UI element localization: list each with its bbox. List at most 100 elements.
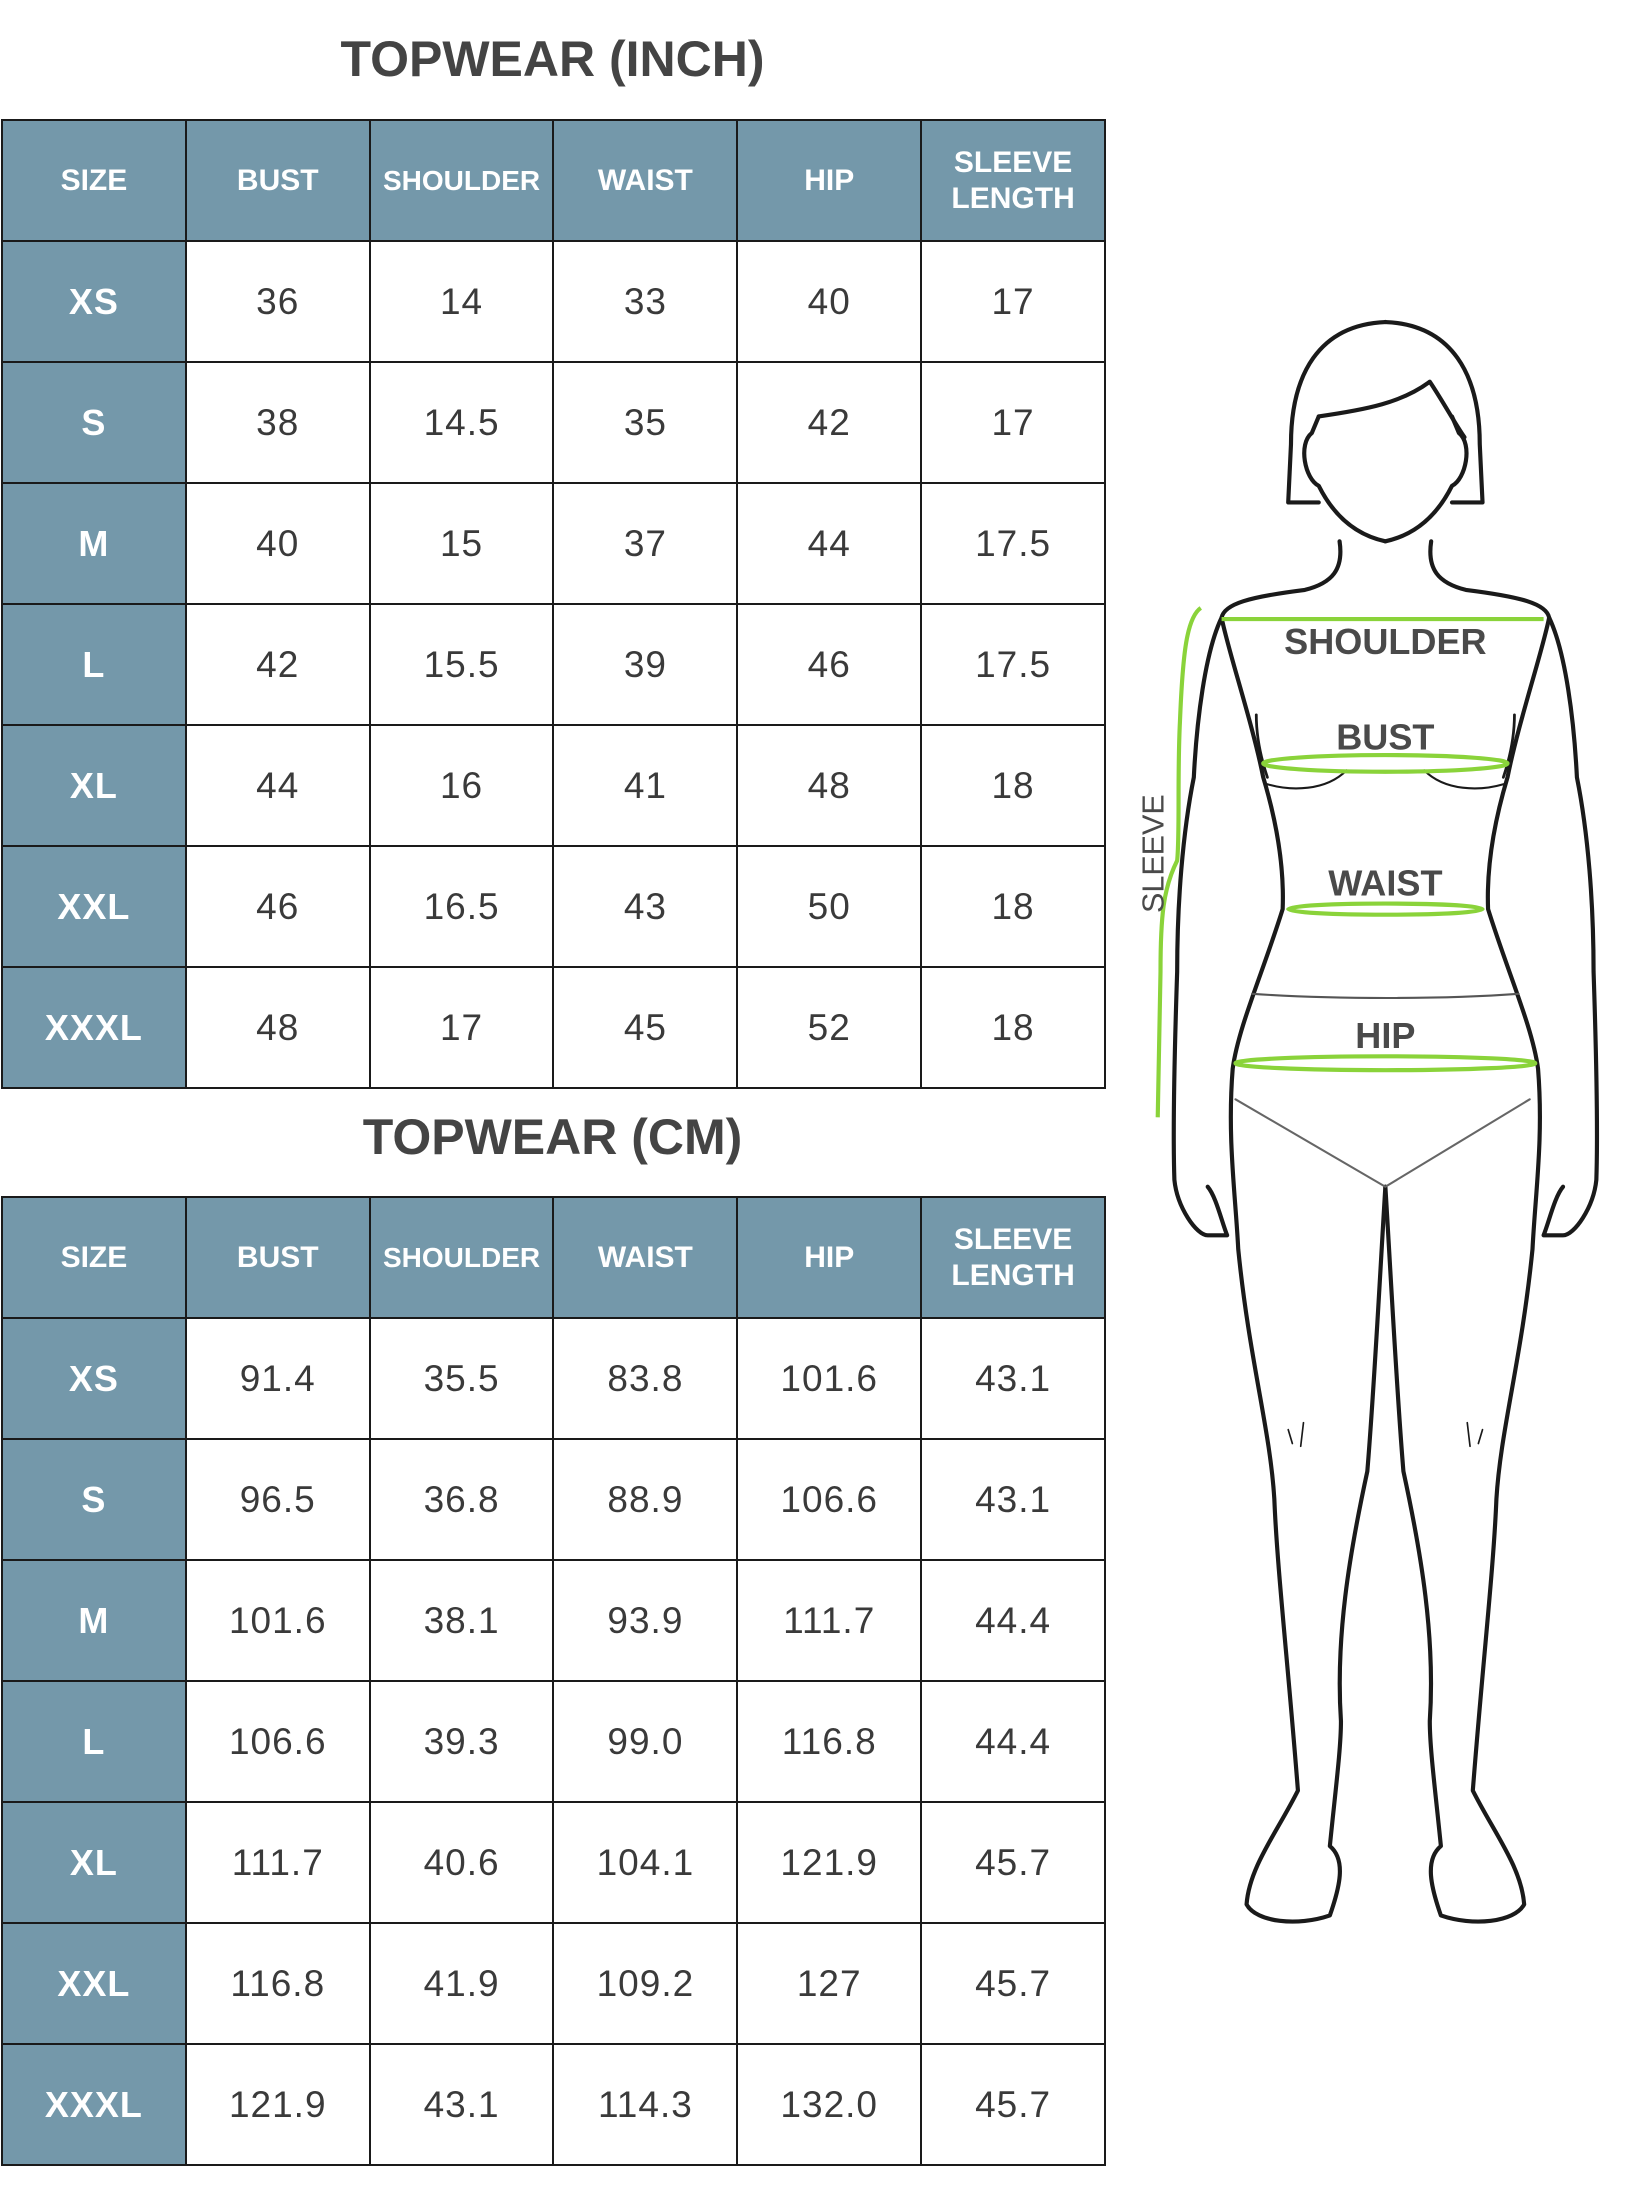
size-cell: XS: [1, 240, 187, 363]
cm-table-title: TOPWEAR (CM): [362, 1109, 743, 1165]
measurement-cell: 116.8: [736, 1680, 923, 1803]
brief-line: [1234, 1098, 1531, 1188]
bust-label: BUST: [1336, 717, 1434, 758]
column-header: BUST: [184, 119, 371, 242]
body-outline-left: [1171, 319, 1388, 1924]
measurement-cell: 116.8: [184, 1922, 371, 2045]
size-cell: XS: [1, 1317, 187, 1440]
measurement-cell: 106.6: [736, 1438, 923, 1561]
measurement-cell: 33: [552, 240, 739, 363]
measurement-cell: 45: [552, 966, 739, 1089]
measurement-cell: 96.5: [184, 1438, 371, 1561]
measurement-cell: 43.1: [920, 1317, 1106, 1440]
measurement-cell: 17: [368, 966, 555, 1089]
header-row: SIZE BUST SHOULDER WAIST HIP SLEEVE LENGTH: [1, 119, 1106, 242]
size-cell: M: [1, 482, 187, 605]
table-row: XXL 46 16.5 43 50 18: [1, 845, 1106, 968]
waist-measure-line: [1286, 901, 1485, 917]
table-row: S 38 14.5 35 42 17: [1, 361, 1106, 484]
measurement-cell: 17.5: [920, 482, 1106, 605]
measurement-cell: 88.9: [552, 1438, 739, 1561]
column-header: HIP: [736, 1196, 923, 1319]
size-cell: XXL: [1, 1922, 187, 2045]
measurement-cell: 35.5: [368, 1317, 555, 1440]
measurement-cell: 99.0: [552, 1680, 739, 1803]
measurement-cell: 48: [736, 724, 923, 847]
table-row: XXXL 48 17 45 52 18: [1, 966, 1106, 1089]
sleeve-measure-line: [1155, 606, 1203, 1118]
table-row: L 106.6 39.3 99.0 116.8 44.4: [1, 1680, 1106, 1803]
measurement-lines: [1155, 606, 1544, 1118]
size-cell: XL: [1, 1801, 187, 1924]
size-cell: XXXL: [1, 966, 187, 1089]
measurement-cell: 45.7: [920, 1801, 1106, 1924]
measurement-cell: 40: [736, 240, 923, 363]
bust-measure-line: [1261, 752, 1510, 774]
measurement-cell: 35: [552, 361, 739, 484]
size-cell: S: [1, 1438, 187, 1561]
measurement-cell: 46: [736, 603, 923, 726]
measurement-cell: 36.8: [368, 1438, 555, 1561]
measurement-cell: 127: [736, 1922, 923, 2045]
measurement-cell: 52: [736, 966, 923, 1089]
measurement-cell: 41: [552, 724, 739, 847]
size-cell: M: [1, 1559, 187, 1682]
size-cell: L: [1, 1680, 187, 1803]
measurement-cell: 15.5: [368, 603, 555, 726]
size-cell: XXXL: [1, 2043, 187, 2166]
measurement-cell: 44.4: [920, 1680, 1106, 1803]
table-row: S 96.5 36.8 88.9 106.6 43.1: [1, 1438, 1106, 1561]
measurement-cell: 39.3: [368, 1680, 555, 1803]
measurement-cell: 40.6: [368, 1801, 555, 1924]
hairline: [1316, 379, 1467, 440]
column-header: SIZE: [1, 119, 187, 242]
measurement-cell: 111.7: [184, 1801, 371, 1924]
measurement-cell: 37: [552, 482, 739, 605]
table-row: XL 111.7 40.6 104.1 121.9 45.7: [1, 1801, 1106, 1924]
measurement-cell: 48: [184, 966, 371, 1089]
column-header: WAIST: [552, 119, 739, 242]
measurement-cell: 43.1: [368, 2043, 555, 2166]
size-cell: S: [1, 361, 187, 484]
column-header: SLEEVE LENGTH: [920, 1196, 1106, 1319]
measurement-cell: 16: [368, 724, 555, 847]
measurement-cell: 46: [184, 845, 371, 968]
cm-size-table: SIZE BUST SHOULDER WAIST HIP SLEEVE LENGTH XS 9…: [1, 1196, 1106, 2166]
measurement-cell: 106.6: [184, 1680, 371, 1803]
measurement-cell: 39: [552, 603, 739, 726]
size-cell: XL: [1, 724, 187, 847]
waist-label: WAIST: [1328, 862, 1442, 903]
inch-size-table: SIZE BUST SHOULDER WAIST HIP SLEEVE LENGTH XS 3…: [1, 119, 1106, 1089]
measurement-cell: 50: [736, 845, 923, 968]
measurement-cell: 111.7: [736, 1559, 923, 1682]
measurement-cell: 38.1: [368, 1559, 555, 1682]
table-row: XS 91.4 35.5 83.8 101.6 43.1: [1, 1317, 1106, 1440]
measurement-cell: 14.5: [368, 361, 555, 484]
measurement-cell: 38: [184, 361, 371, 484]
hip-measure-line: [1233, 1054, 1538, 1073]
measurement-cell: 45.7: [920, 1922, 1106, 2045]
measurement-cell: 18: [920, 724, 1106, 847]
measurement-cell: 101.6: [184, 1559, 371, 1682]
column-header: BUST: [184, 1196, 371, 1319]
measurement-cell: 17: [920, 240, 1106, 363]
column-header: SHOULDER: [368, 1196, 555, 1319]
measurement-cell: 121.9: [736, 1801, 923, 1924]
measurement-cell: 36: [184, 240, 371, 363]
measurement-cell: 18: [920, 966, 1106, 1089]
measurement-cell: 17.5: [920, 603, 1106, 726]
measurement-cell: 43: [552, 845, 739, 968]
size-cell: L: [1, 603, 187, 726]
measurement-cell: 18: [920, 845, 1106, 968]
column-header: SLEEVE LENGTH: [920, 119, 1106, 242]
measurement-cell: 42: [736, 361, 923, 484]
table-row: M 40 15 37 44 17.5: [1, 482, 1106, 605]
hip-label: HIP: [1355, 1015, 1415, 1056]
column-header: HIP: [736, 119, 923, 242]
measurement-cell: 42: [184, 603, 371, 726]
column-header: SHOULDER: [368, 119, 555, 242]
measurement-cell: 45.7: [920, 2043, 1106, 2166]
measurement-cell: 83.8: [552, 1317, 739, 1440]
table-row: XXXL 121.9 43.1 114.3 132.0 45.7: [1, 2043, 1106, 2166]
measurement-cell: 44: [184, 724, 371, 847]
